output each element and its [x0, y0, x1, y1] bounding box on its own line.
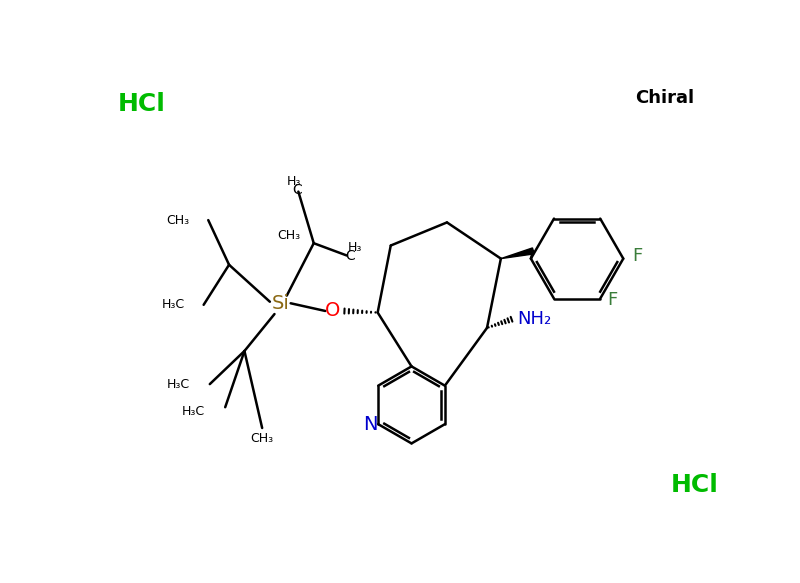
- Text: CH₃: CH₃: [166, 213, 190, 227]
- Text: C: C: [292, 183, 302, 197]
- Text: H₃: H₃: [347, 241, 362, 254]
- Text: HCl: HCl: [670, 473, 718, 497]
- Text: Chiral: Chiral: [636, 89, 694, 107]
- Text: H₃C: H₃C: [162, 298, 185, 311]
- Text: F: F: [632, 247, 642, 265]
- Text: H₃C: H₃C: [182, 405, 205, 417]
- Text: C: C: [345, 248, 355, 262]
- Text: CH₃: CH₃: [250, 431, 274, 444]
- Text: H₃C: H₃C: [166, 378, 190, 391]
- Text: N: N: [363, 415, 378, 434]
- Text: Si: Si: [272, 294, 290, 312]
- Text: H₃: H₃: [286, 175, 301, 188]
- Text: F: F: [607, 291, 618, 309]
- Text: NH₂: NH₂: [518, 310, 552, 328]
- Text: O: O: [326, 301, 341, 321]
- Text: HCl: HCl: [118, 92, 166, 115]
- Polygon shape: [501, 248, 534, 259]
- Text: CH₃: CH₃: [277, 229, 300, 242]
